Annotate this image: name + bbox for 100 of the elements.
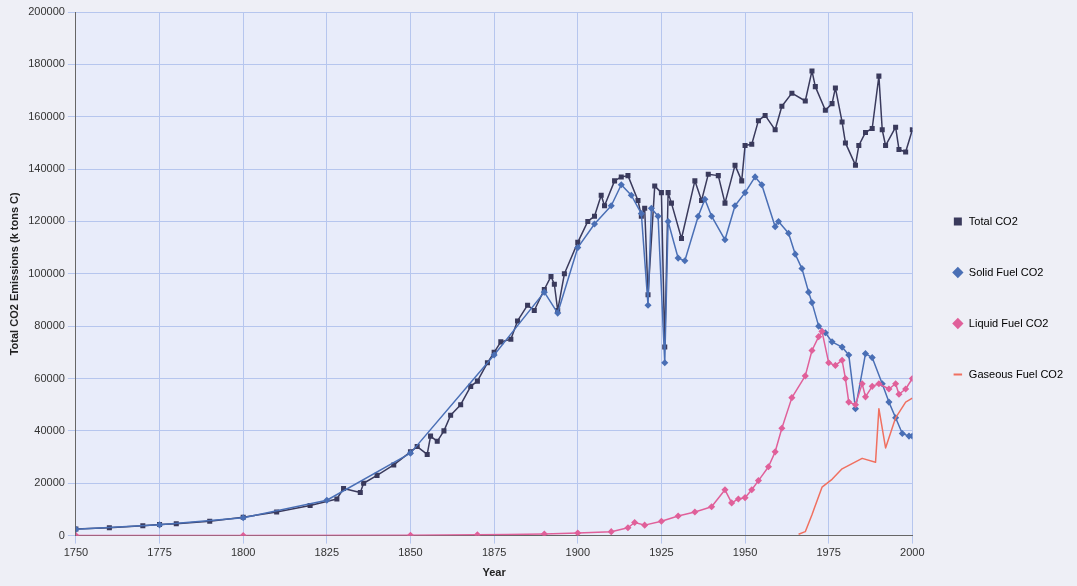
- point: [868, 383, 876, 390]
- point: [815, 333, 822, 340]
- point: [815, 322, 822, 330]
- point: [845, 398, 853, 406]
- point: [895, 390, 903, 398]
- point: [618, 181, 625, 189]
- x-tick-label: 1800: [230, 546, 256, 559]
- point: [852, 401, 859, 408]
- point: [721, 236, 729, 244]
- point: [624, 524, 632, 531]
- point: [862, 350, 869, 357]
- point: [735, 495, 742, 503]
- y-tick-label: 0: [58, 528, 65, 541]
- point: [644, 301, 652, 309]
- point: [490, 351, 498, 359]
- y-tick-label: 60000: [34, 371, 65, 384]
- point: [731, 202, 739, 209]
- x-tick-label: 1975: [816, 546, 841, 559]
- point: [802, 372, 809, 380]
- point: [708, 503, 715, 511]
- y-tick-label: 140000: [28, 162, 65, 175]
- point: [641, 521, 648, 529]
- point: [574, 529, 582, 536]
- x-tick-label: 2000: [900, 546, 925, 559]
- point: [828, 338, 836, 346]
- y-tick-label: 180000: [28, 57, 65, 70]
- point: [741, 189, 749, 196]
- point: [771, 448, 779, 456]
- x-tick-label: 1900: [565, 546, 591, 559]
- y-tick-label: 80000: [34, 319, 65, 332]
- point: [728, 499, 735, 507]
- point: [838, 356, 846, 364]
- point: [899, 430, 906, 437]
- point: [628, 192, 635, 199]
- x-tick-label: 1850: [398, 546, 423, 559]
- point: [788, 394, 796, 401]
- point: [778, 425, 786, 432]
- x-tick-label: 1825: [314, 546, 340, 559]
- point: [541, 530, 548, 536]
- point: [591, 220, 598, 228]
- y-tick-label: 120000: [28, 214, 65, 227]
- point: [805, 288, 812, 296]
- point: [868, 354, 876, 361]
- point: [607, 528, 615, 535]
- point: [741, 494, 749, 501]
- point: [708, 212, 715, 220]
- point: [607, 202, 615, 209]
- point: [785, 229, 792, 237]
- x-tick-label: 1875: [481, 546, 507, 559]
- point: [838, 343, 846, 351]
- point: [758, 181, 766, 189]
- point: [681, 257, 689, 264]
- y-tick-label: 200000: [28, 5, 65, 18]
- y-tick-label: 40000: [34, 423, 65, 436]
- point: [808, 299, 816, 306]
- point: [574, 244, 582, 251]
- point: [845, 351, 853, 359]
- point: [791, 250, 799, 258]
- x-tick-label: 1750: [63, 546, 89, 559]
- point: [751, 173, 759, 181]
- point: [661, 359, 669, 367]
- point: [858, 380, 866, 388]
- x-axis-title: Year: [482, 566, 507, 579]
- point: [648, 205, 655, 212]
- y-tick-label: 160000: [28, 109, 65, 122]
- point: [674, 254, 682, 262]
- legend-label: Liquid Fuel CO2: [968, 316, 1049, 329]
- point: [631, 519, 638, 526]
- point: [902, 385, 909, 393]
- point: [658, 517, 665, 525]
- point: [755, 477, 762, 484]
- x-tick-label: 1950: [732, 546, 758, 559]
- y-tick-label: 100000: [28, 266, 65, 279]
- point: [748, 486, 755, 494]
- point: [691, 508, 699, 516]
- x-tick-label: 1925: [649, 546, 674, 559]
- point: [808, 347, 816, 354]
- point: [885, 398, 893, 406]
- point: [862, 393, 869, 401]
- point: [775, 218, 782, 225]
- y-axis-title: Total CO2 Emissions (k tons C): [7, 191, 20, 356]
- point: [885, 385, 893, 393]
- point: [323, 497, 331, 504]
- point: [842, 375, 849, 382]
- point: [798, 265, 806, 272]
- point: [825, 359, 832, 367]
- point: [892, 380, 899, 388]
- point: [771, 223, 779, 230]
- point: [654, 212, 662, 220]
- point: [765, 463, 772, 470]
- point: [674, 512, 682, 520]
- legend-label: Total CO2: [968, 214, 1018, 227]
- point: [554, 309, 561, 317]
- legend-label: Gaseous Fuel CO2: [968, 367, 1063, 380]
- legend-label: Solid Fuel CO2: [968, 265, 1044, 278]
- y-tick-label: 20000: [34, 476, 65, 489]
- x-tick-label: 1775: [147, 546, 172, 559]
- point: [832, 362, 839, 369]
- point: [694, 212, 702, 220]
- point: [721, 486, 729, 494]
